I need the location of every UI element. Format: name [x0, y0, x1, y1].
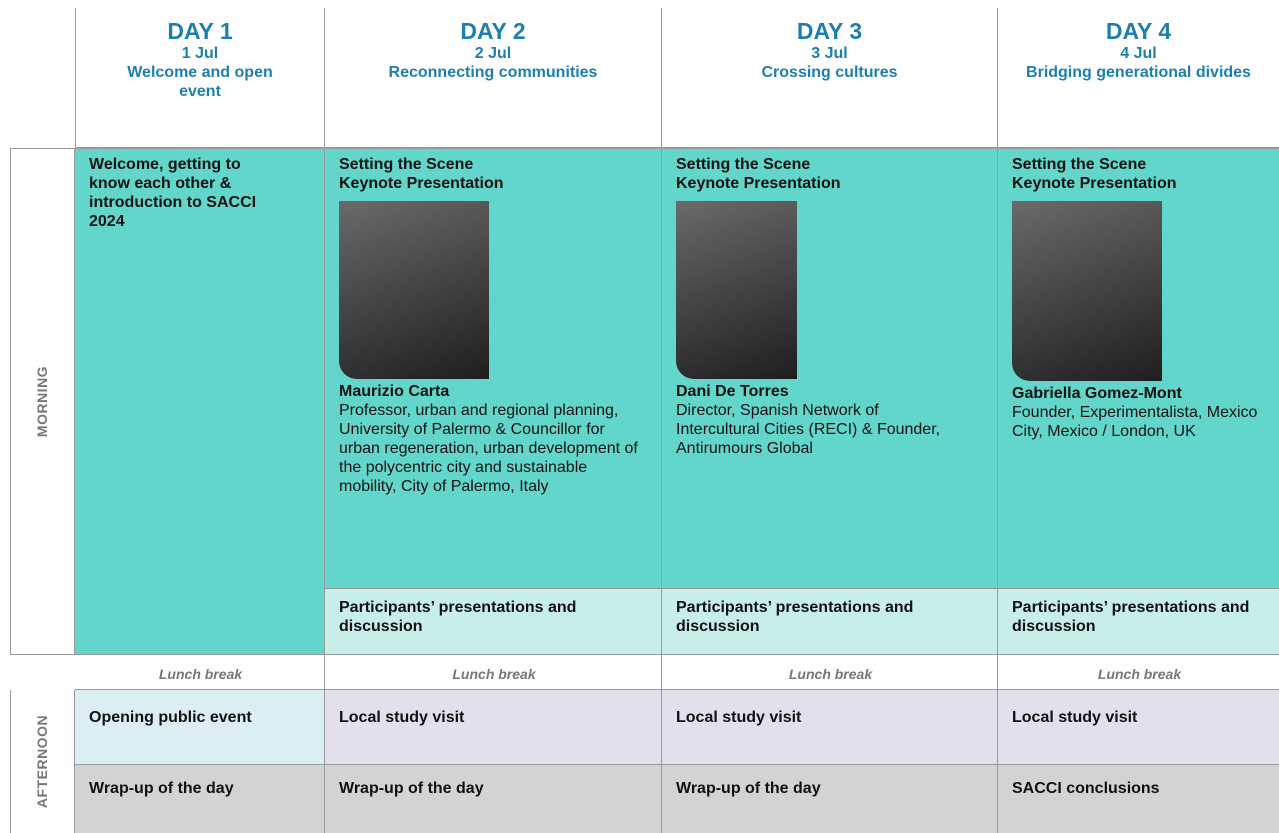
keynote-subheading: Keynote Presentation [676, 175, 841, 192]
day-header: DAY 1 1 Jul Welcome and open event [75, 8, 325, 148]
row-label: MORNING [10, 148, 75, 655]
keynote-heading: Setting the Scene [339, 156, 474, 173]
keynote-heading: Setting the Scene [676, 156, 811, 173]
day-title: DAY 3 [796, 18, 863, 44]
speaker-bio: Founder, Experimentalista, Mexico City, … [1012, 404, 1258, 440]
day-date: 1 Jul [181, 45, 219, 62]
day-theme: Crossing cultures [761, 64, 898, 81]
session-cell: Local study visit [998, 690, 1279, 765]
lunch-cell: Lunch break [75, 655, 325, 690]
lunch-text: Lunch break [158, 666, 243, 682]
morning-label: MORNING [34, 365, 51, 438]
day-date: 4 Jul [1120, 45, 1157, 62]
session-cell: Welcome, getting to know each other & in… [75, 148, 325, 655]
day-header: DAY 2 2 Jul Reconnecting communities [325, 8, 662, 148]
lunch-cell: Lunch break [325, 655, 662, 690]
session-text: Local study visit [676, 709, 802, 726]
session-cell: Local study visit [325, 690, 662, 765]
keynote-heading: Setting the Scene [1012, 156, 1147, 173]
keynote-cell: Setting the Scene Keynote Presentation G… [998, 148, 1279, 589]
session-text: Welcome, getting to know each other & in… [89, 156, 257, 230]
session-text: Local study visit [339, 709, 465, 726]
lunch-text: Lunch break [788, 666, 873, 682]
speaker-name: Dani De Torres [676, 383, 789, 400]
speaker-bio: Director, Spanish Network of Intercultur… [676, 402, 941, 457]
speaker-photo [676, 201, 797, 379]
session-text: Wrap-up of the day [89, 780, 234, 797]
session-cell: Participants’ presentations and discussi… [662, 589, 998, 655]
session-text: Wrap-up of the day [339, 780, 484, 797]
day-date: 2 Jul [474, 45, 512, 62]
day-theme: Reconnecting communities [388, 64, 598, 81]
day-header: DAY 4 4 Jul Bridging generational divide… [998, 8, 1279, 148]
lunch-text: Lunch break [452, 666, 536, 682]
speaker-name: Maurizio Carta [339, 383, 450, 400]
day-theme: Welcome and open event [127, 64, 273, 100]
speaker-photo [1012, 201, 1162, 381]
row-label: AFTERNOON [10, 690, 75, 833]
keynote-subheading: Keynote Presentation [339, 175, 504, 192]
session-text: Local study visit [1012, 709, 1138, 726]
lunch-text: Lunch break [1097, 666, 1182, 682]
session-text: Opening public event [89, 709, 252, 726]
day-title: DAY 1 [167, 18, 233, 44]
speaker-photo [339, 201, 489, 379]
afternoon-label: AFTERNOON [34, 714, 51, 809]
lunch-cell: Lunch break [662, 655, 998, 690]
day-title: DAY 2 [460, 18, 526, 44]
session-text: SACCI conclusions [1012, 780, 1160, 797]
session-text: Participants’ presentations and discussi… [676, 599, 914, 635]
session-cell: Local study visit [662, 690, 998, 765]
session-cell: SACCI conclusions [998, 765, 1279, 833]
day-theme: Bridging generational divides [1026, 64, 1251, 81]
keynote-cell: Setting the Scene Keynote Presentation M… [325, 148, 662, 589]
session-text: Wrap-up of the day [676, 780, 821, 797]
day-header: DAY 3 3 Jul Crossing cultures [662, 8, 998, 148]
day-date: 3 Jul [811, 45, 848, 62]
session-text: Participants’ presentations and discussi… [1012, 599, 1250, 635]
keynote-cell: Setting the Scene Keynote Presentation D… [662, 148, 998, 589]
session-cell: Wrap-up of the day [75, 765, 325, 833]
speaker-name: Gabriella Gomez-Mont [1012, 385, 1182, 402]
day-title: DAY 4 [1105, 18, 1172, 44]
session-cell: Participants’ presentations and discussi… [998, 589, 1279, 655]
session-cell: Opening public event [75, 690, 325, 765]
lunch-cell: Lunch break [998, 655, 1279, 690]
keynote-subheading: Keynote Presentation [1012, 175, 1177, 192]
session-cell: Wrap-up of the day [325, 765, 662, 833]
session-cell: Participants’ presentations and discussi… [325, 589, 662, 655]
speaker-bio: Professor, urban and regional planning, … [339, 402, 638, 495]
session-text: Participants’ presentations and discussi… [339, 599, 577, 635]
session-cell: Wrap-up of the day [662, 765, 998, 833]
